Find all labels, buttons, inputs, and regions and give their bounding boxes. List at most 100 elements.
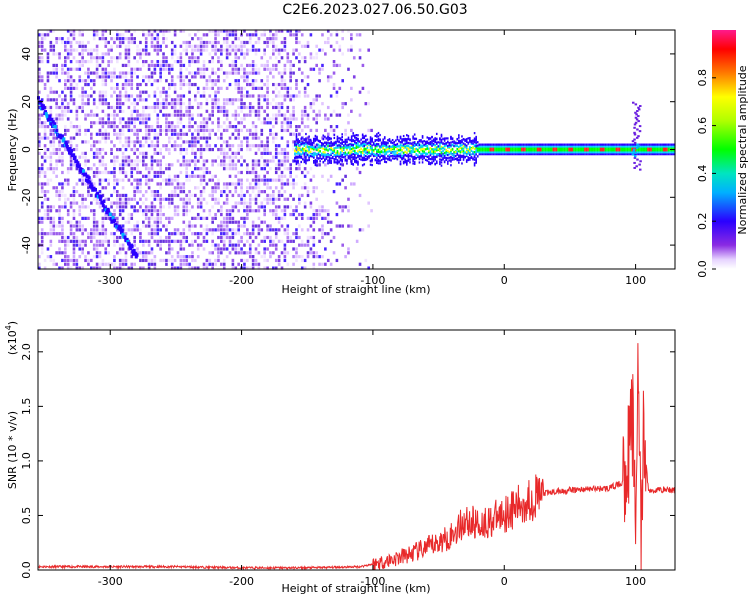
spectrogram-cell <box>274 232 278 236</box>
spectrogram-cell <box>234 98 238 102</box>
spectrogram-ridge-cell <box>305 159 307 163</box>
spectrogram-cell <box>92 98 96 102</box>
spectrogram-cell <box>269 197 272 201</box>
spectrogram-cell <box>69 33 73 37</box>
spectrogram-cell <box>95 232 99 236</box>
spectrogram-cell <box>61 170 64 175</box>
spectrogram-ridge-cell <box>379 155 381 158</box>
spectrogram-cell <box>40 75 44 79</box>
spectrogram-cell <box>205 258 209 263</box>
spectrogram-ridge-cell <box>473 141 476 144</box>
spectrogram-cell <box>121 82 125 87</box>
spectrogram-ridge-cell <box>469 140 471 143</box>
spectrogram-ridge-cell <box>454 150 457 154</box>
spectrogram-cell <box>240 201 243 205</box>
spectrogram-cell <box>246 266 249 270</box>
spectrogram-cell <box>130 232 134 236</box>
spectrogram-cell <box>75 182 79 186</box>
spectrogram-cell <box>90 235 93 240</box>
spectrogram-cell <box>312 220 316 224</box>
spectrogram-ridge-cell <box>462 152 465 155</box>
spectrogram-cell <box>101 262 105 266</box>
spectrogram-cell <box>283 128 287 133</box>
spectrogram-cell <box>205 147 209 152</box>
spectrogram-cell <box>87 258 90 263</box>
spectrogram-cell <box>150 212 154 217</box>
spectrogram-cell <box>69 232 73 236</box>
spectrogram-cell <box>69 266 73 270</box>
spectrogram-ridge-cell <box>301 151 304 155</box>
spectrogram-cell <box>75 190 79 194</box>
spectrogram-cell <box>101 136 105 140</box>
spectrogram-cell <box>222 113 226 117</box>
spectrogram-ridge-cell <box>314 159 317 162</box>
spectrogram-cell <box>211 193 214 198</box>
spectrogram-ridge-cell <box>346 162 348 165</box>
spectrogram-cell <box>116 266 119 270</box>
spectrogram-ridge-cell <box>435 149 438 152</box>
spectrogram-cell <box>98 239 102 243</box>
spectrogram-cell <box>306 186 310 190</box>
spectrogram-cell <box>116 251 119 255</box>
spectrogram-cell <box>208 79 212 83</box>
spectrogram-cell <box>95 266 99 270</box>
spectrogram-cell <box>118 105 122 110</box>
spectrogram-cell <box>272 228 275 232</box>
spectrogram-cell <box>214 247 217 251</box>
spectrogram-cell <box>147 75 151 79</box>
spectrogram-cell <box>124 147 128 152</box>
spectrogram-cell <box>121 258 125 263</box>
spectrogram-cell <box>254 262 258 266</box>
spectrogram-cell <box>46 205 50 209</box>
spectrogram-ridge-cell <box>360 155 362 158</box>
spectrogram-cell <box>205 144 209 148</box>
spectrogram-cell <box>196 132 200 136</box>
spectrogram-cell <box>38 151 41 155</box>
spectrogram-cell <box>84 228 87 232</box>
spectrogram-cell <box>58 224 61 228</box>
spectrogram-ridge-cell <box>328 136 331 140</box>
spectrogram-cell <box>52 151 56 155</box>
spectrogram-cell <box>240 144 243 148</box>
spectrogram-cell <box>350 224 353 228</box>
spectrogram-ridge-cell <box>331 155 334 159</box>
spectrogram-ridge-cell <box>393 153 396 156</box>
spectrogram-ridge-cell <box>333 141 336 144</box>
spectrogram-ridge-cell <box>390 145 392 148</box>
spectrogram-cell <box>237 193 240 198</box>
spectrogram-cell <box>124 228 128 232</box>
spectrogram-cell <box>87 167 90 171</box>
spectrogram-cell <box>58 144 61 148</box>
spectrogram-cell <box>101 228 105 232</box>
spectrogram-ridge-cell <box>390 159 392 162</box>
spectrogram-ridge-cell <box>445 150 448 153</box>
spectrogram-ridge-cell <box>335 158 337 161</box>
spectrogram-cell <box>139 90 142 94</box>
spectrogram-cell <box>217 56 220 60</box>
spectrogram-cell <box>38 266 41 270</box>
spectrogram-cell <box>199 182 203 186</box>
spectrogram-ridge-cell <box>409 146 411 149</box>
spectrogram-cell <box>248 243 252 247</box>
spectrogram-cell <box>358 193 362 198</box>
spectrogram-cell <box>303 201 307 205</box>
spectrogram-cell <box>75 266 79 270</box>
spectrogram-cell <box>350 44 353 48</box>
spectrogram-cell <box>75 117 79 121</box>
spectrogram-cell <box>179 52 183 56</box>
spectrogram-cell <box>150 159 154 163</box>
spectrogram-cell <box>72 86 76 90</box>
spectrogram-cell <box>78 209 82 213</box>
spectrogram-cell <box>58 155 61 159</box>
spectrogram-cell <box>153 159 157 163</box>
spectrogram-cell <box>168 121 171 125</box>
spectrogram-cell <box>153 190 157 194</box>
spectrogram-cell <box>324 209 327 213</box>
spectrogram-cell <box>263 151 266 155</box>
spectrogram-cell <box>222 247 226 251</box>
spectrogram-cell <box>211 44 214 48</box>
spectrogram-cell <box>321 102 324 106</box>
spectrogram-cell <box>116 125 119 129</box>
spectrogram-cell <box>133 243 136 247</box>
spectrogram-cell <box>49 155 53 159</box>
